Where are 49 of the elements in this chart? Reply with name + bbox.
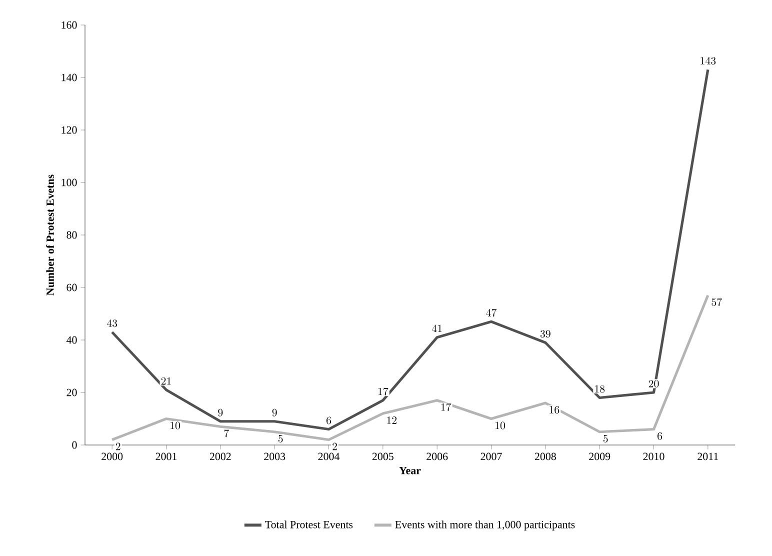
y-tick-label: 80 [66,231,77,239]
data-label: 12 [387,416,397,424]
data-label: 41 [432,324,442,332]
data-label: 10 [496,422,506,430]
data-label: 17 [441,403,452,411]
y-axis-title: Number of Protest Evetns [46,174,54,296]
data-label: 2 [116,442,120,450]
data-label: 21 [161,377,171,385]
y-tick-label: 40 [66,336,77,344]
data-label: 57 [712,298,722,306]
y-tick-label: 0 [72,441,77,449]
x-tick-label: 2011 [698,452,718,460]
y-tick-label: 60 [66,284,77,292]
data-label: 10 [170,422,180,430]
x-tick-label: 2000 [102,452,123,460]
x-tick-label: 2008 [534,452,556,460]
y-tick-label: 140 [62,74,77,82]
y-tick-label: 120 [62,126,77,134]
x-tick-label: 2007 [480,452,502,460]
x-axis-title: Year [399,467,421,474]
y-tick-label: 20 [66,388,77,396]
data-label: 9 [218,408,223,416]
data-label: 7 [224,430,230,438]
x-tick-label: 2006 [426,452,448,460]
y-tick-label: 100 [62,178,77,186]
y-tick-label: 160 [62,21,77,29]
x-tick-label: 2002 [210,452,231,460]
data-label: 47 [486,308,497,317]
x-tick-label: 2009 [589,452,610,460]
data-label: 5 [278,434,283,442]
data-label: 6 [658,432,662,440]
data-label: 5 [603,434,608,442]
x-tick-label: 2005 [372,452,394,460]
x-tick-label: 2004 [318,452,340,460]
legend-label: Events with more than 1,000 participants [395,520,575,531]
data-label: 16 [550,406,560,414]
data-label: 2 [332,442,337,450]
data-label: 18 [595,385,605,393]
data-label: 20 [648,380,659,388]
x-tick-label: 2010 [643,452,664,460]
data-label: 17 [378,388,388,396]
legend-label: Total Protest Events [265,520,353,528]
data-label: 39 [540,330,550,338]
data-label: 6 [326,416,332,424]
x-tick-label: 2003 [264,452,286,460]
data-label: 43 [106,319,118,328]
x-tick-label: 2001 [156,452,177,460]
data-label: 143 [700,56,716,65]
data-label: 9 [272,408,277,416]
